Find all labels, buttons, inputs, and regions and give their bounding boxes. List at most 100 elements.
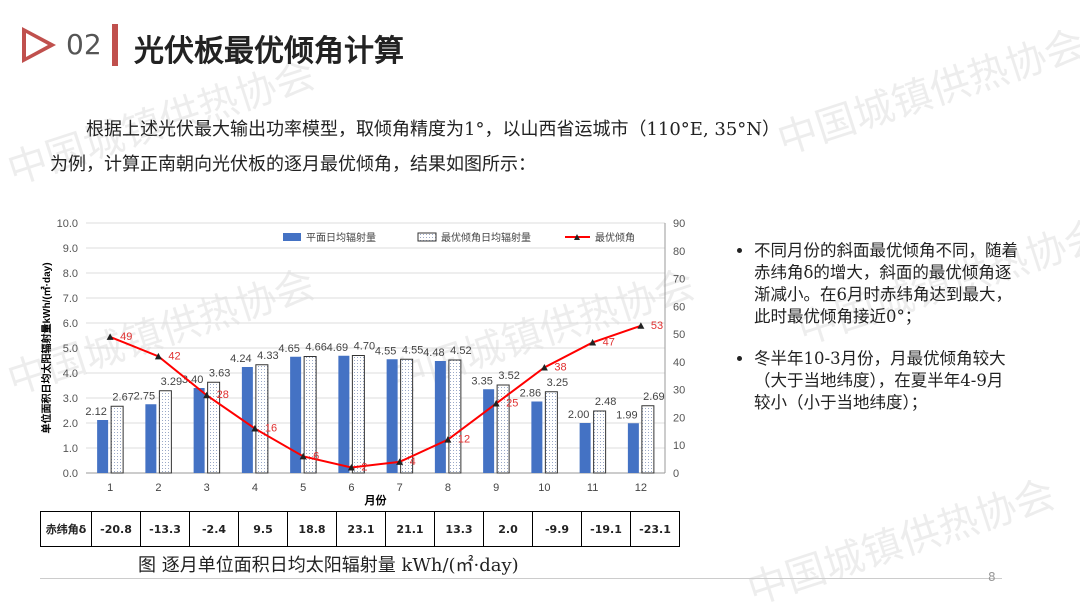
title-divider <box>112 24 118 66</box>
y2-tick-label: 80 <box>673 246 685 258</box>
figure-caption: 图 逐月单位面积日均太阳辐射量 kWh/(㎡·day) <box>138 555 519 576</box>
y2-tick-label: 60 <box>673 301 685 313</box>
y-tick-label: 5.0 <box>63 343 78 355</box>
legend-label: 最优倾角日均辐射量 <box>441 231 531 244</box>
declination-cell: 23.1 <box>336 511 386 547</box>
bullet-list: 不同月份的斜面最优倾角不同，随着赤纬角δ的增大，斜面的最优倾角逐渐减小。在6月时… <box>728 240 1018 434</box>
bar-optimal <box>255 364 269 474</box>
declination-cell: -23.1 <box>630 511 680 547</box>
y-tick-label: 6.0 <box>63 318 78 330</box>
bar-flat-label: 4.69 <box>327 342 348 354</box>
bar-flat-label: 3.40 <box>182 374 203 386</box>
angle-label: 49 <box>120 331 132 343</box>
bar-optimal-label: 4.55 <box>402 344 423 356</box>
bar-flat <box>627 423 639 473</box>
bar-optimal-label: 3.63 <box>209 367 230 379</box>
bar-optimal-label: 4.70 <box>354 341 375 353</box>
angle-label: 38 <box>554 361 566 373</box>
bar-optimal <box>496 384 510 474</box>
bullet-item: 冬半年10-3月份，月最优倾角较大（大于当地纬度），在夏半年4-9月较小（小于当… <box>754 348 1018 414</box>
declination-cell: 13.3 <box>434 511 484 547</box>
declination-cell: -9.9 <box>532 511 582 547</box>
angle-marker <box>637 322 645 329</box>
angle-marker <box>251 425 259 432</box>
bar-flat-label: 1.99 <box>616 409 637 421</box>
angle-line <box>109 324 642 469</box>
x-tick-label: 7 <box>397 482 403 494</box>
angle-marker <box>347 463 355 471</box>
y2-tick-label: 70 <box>673 274 685 286</box>
x-tick-label: 5 <box>300 482 306 494</box>
y-tick-label: 8.0 <box>63 268 78 280</box>
declination-label: 赤纬角δ <box>40 511 92 547</box>
bar-flat <box>145 404 157 473</box>
bar-flat <box>386 359 398 473</box>
y-tick-label: 1.0 <box>63 443 78 455</box>
y2-tick-label: 10 <box>673 440 685 452</box>
angle-marker <box>444 436 452 443</box>
bar-flat <box>97 420 109 473</box>
bar-flat <box>434 361 446 473</box>
declination-cell: -20.8 <box>91 511 141 547</box>
y-tick-label: 2.0 <box>63 418 78 430</box>
declination-cell: 2.0 <box>483 511 533 547</box>
declination-table: 赤纬角δ -20.8 -13.3 -2.4 9.5 18.8 23.1 21.1 13.3 2.… <box>40 511 680 547</box>
bar-optimal-label: 4.33 <box>257 350 278 362</box>
angle-label: 6 <box>313 450 319 462</box>
x-tick-label: 4 <box>252 482 258 494</box>
angle-label: 16 <box>265 423 277 435</box>
bar-optimal-label: 4.66 <box>305 342 326 354</box>
bar-flat <box>338 355 350 473</box>
angle-marker <box>492 400 500 407</box>
x-tick-label: 8 <box>445 482 451 494</box>
bar-optimal <box>303 356 317 474</box>
y2-tick-label: 50 <box>673 329 685 341</box>
bar-optimal-label: 3.29 <box>161 376 182 388</box>
angle-label: 2 <box>361 461 367 473</box>
bar-flat-label: 4.48 <box>423 347 444 359</box>
angle-marker <box>299 452 307 460</box>
y2-tick-label: 20 <box>673 412 685 424</box>
bar-optimal-label: 2.48 <box>595 396 616 408</box>
page-number: 8 <box>988 570 996 584</box>
angle-label: 47 <box>603 336 615 348</box>
y2-tick-label: 0 <box>673 468 679 480</box>
y2-tick-label: 40 <box>673 357 685 369</box>
bar-optimal-label: 2.67 <box>112 391 133 403</box>
y2-tick-label: 30 <box>673 385 685 397</box>
declination-cell: -19.1 <box>581 511 631 547</box>
angle-label: 4 <box>410 456 416 468</box>
legend-label: 最优倾角 <box>595 231 635 244</box>
bar-optimal <box>400 358 414 474</box>
bullet-item: 不同月份的斜面最优倾角不同，随着赤纬角δ的增大，斜面的最优倾角逐渐减小。在6月时… <box>754 240 1018 328</box>
bar-flat-label: 4.55 <box>375 345 396 357</box>
x-axis-title: 月份 <box>364 493 388 507</box>
legend-marker <box>574 234 580 240</box>
page-title: 光伏板最优倾角计算 <box>134 34 404 69</box>
declination-cell: 9.5 <box>238 511 288 547</box>
bar-flat <box>193 388 205 473</box>
triangle-icon <box>22 27 56 63</box>
bar-flat <box>483 389 495 473</box>
bar-optimal <box>544 391 558 474</box>
bar-flat-label: 4.24 <box>230 353 251 365</box>
angle-label: 42 <box>168 350 180 362</box>
bar-flat-label: 3.35 <box>471 375 492 387</box>
x-tick-label: 12 <box>635 482 647 494</box>
bar-optimal-label: 2.69 <box>643 391 664 403</box>
bar-optimal <box>110 405 124 474</box>
declination-cell: 18.8 <box>287 511 337 547</box>
x-tick-label: 2 <box>155 482 161 494</box>
angle-label: 12 <box>458 434 470 446</box>
angle-marker <box>396 458 404 465</box>
x-tick-label: 9 <box>493 482 499 494</box>
legend-swatch-optimal <box>417 232 437 242</box>
intro-paragraph: 根据上述光伏最大输出功率模型，取倾角精度为1°，以山西省运城市（110°E, 3… <box>50 112 950 182</box>
angle-marker <box>106 333 114 340</box>
y-tick-label: 10.0 <box>57 218 78 230</box>
bar-flat-label: 2.86 <box>520 388 541 400</box>
bar-optimal <box>207 381 221 474</box>
y-tick-label: 0.0 <box>63 468 78 480</box>
angle-label: 28 <box>217 389 229 401</box>
y-tick-label: 9.0 <box>63 243 78 255</box>
